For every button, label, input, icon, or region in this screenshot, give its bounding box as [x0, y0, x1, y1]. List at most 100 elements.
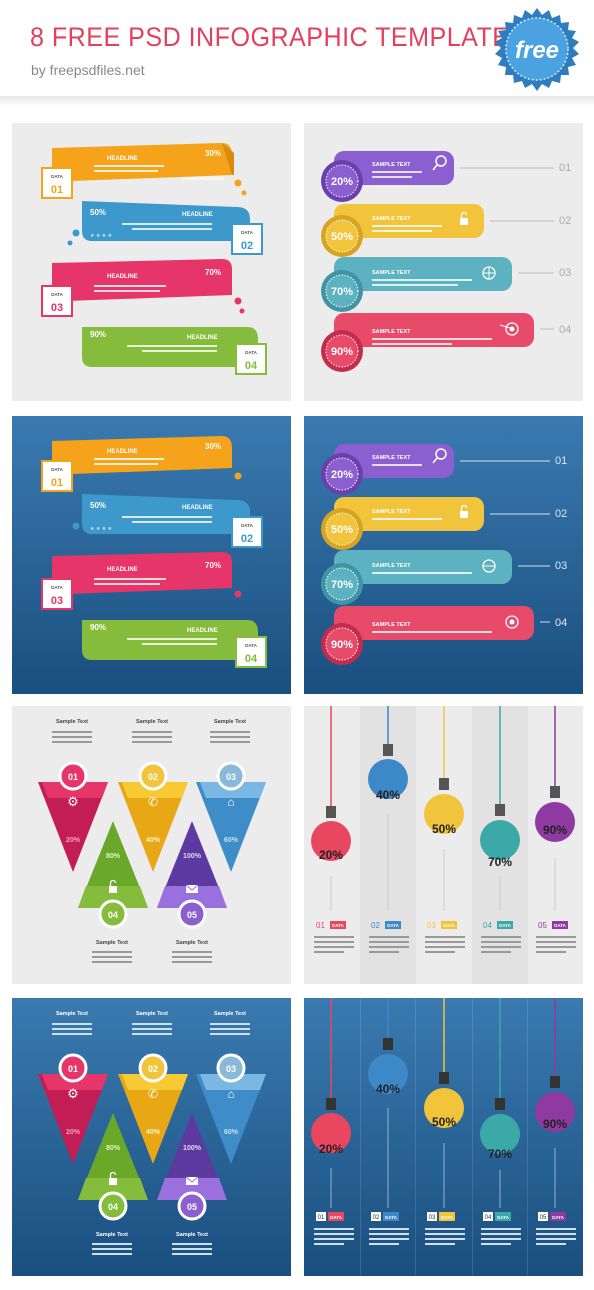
pill-3-number: 03 — [555, 560, 567, 572]
item-5-number: 05 — [187, 910, 197, 920]
bulb-3-percent: 50% — [432, 1115, 456, 1129]
pill-4-percent: 90% — [331, 346, 353, 358]
free-badge: free — [495, 8, 579, 91]
row-1-number: 01 — [51, 184, 63, 196]
pill-1-label: SAMPLE TEXT — [372, 162, 411, 168]
bulb-4-percent: 70% — [488, 855, 512, 869]
triangle-item-1: 01 ⚙ 20% — [38, 1053, 108, 1164]
row-3-percent: 70% — [205, 268, 221, 277]
item-2-number: 02 — [148, 1064, 158, 1074]
row-2-number: 02 — [241, 533, 253, 545]
bulb-1-number: 01 — [316, 921, 325, 930]
sample-text-4: Sample Text — [96, 1232, 128, 1238]
triangle-item-1: 01 ⚙ 20% — [38, 761, 108, 872]
basketball-icon — [482, 266, 496, 280]
pill-3-label: SAMPLE TEXT — [372, 563, 411, 569]
pill-4-label: SAMPLE TEXT — [372, 329, 411, 335]
pill-3-label: SAMPLE TEXT — [372, 270, 411, 276]
phone-icon: ✆ — [148, 1087, 158, 1101]
home-icon: ⌂ — [227, 1087, 234, 1101]
triangle-item-3: 03 ⌂ 60% — [196, 761, 266, 872]
pill-row-4: 04 90% SAMPLE TEXT — [321, 606, 567, 665]
bulb-4-data-label: DATA — [499, 923, 512, 928]
pill-row-4: 04 90% SAMPLE TEXT — [321, 313, 571, 372]
ribbon-infographic-panel-dark: HEADLINE 30% DATA 01 50% HEADLINE ★ ★ ★ … — [12, 416, 291, 694]
lock-icon — [460, 504, 468, 518]
bulb-2-percent: 40% — [376, 1082, 400, 1096]
pill-1-number: 01 — [555, 455, 567, 467]
sample-text-1: Sample Text — [56, 1011, 88, 1017]
pill-row-3: 03 70% SAMPLE TEXT — [321, 257, 571, 312]
pill-1-percent: 20% — [331, 469, 353, 481]
row-3-headline: HEADLINE — [107, 274, 138, 280]
bulb-1-data-label: DATA — [330, 1215, 343, 1220]
row-4-number: 04 — [245, 653, 258, 665]
gear-icon: ⚙ — [67, 1086, 79, 1101]
target-icon — [499, 322, 519, 336]
bulb-2-number: 02 — [373, 1215, 380, 1221]
mail-icon — [185, 1176, 199, 1185]
pill-row-2: 02 50% SAMPLE TEXT — [321, 204, 571, 257]
search-icon — [432, 448, 447, 464]
row-3-number: 03 — [51, 302, 63, 314]
bulb-3-data-label: DATA — [443, 923, 456, 928]
row-1-data-label: DATA — [51, 174, 64, 179]
bulb-2: 40% 02 DATA — [368, 706, 409, 953]
pill-2-percent: 50% — [331, 231, 353, 243]
bulb-1-percent: 20% — [319, 848, 343, 862]
row-1-number: 01 — [51, 477, 63, 489]
bulb-5-percent: 90% — [543, 1117, 567, 1131]
row-4-headline: HEADLINE — [187, 335, 218, 341]
svg-text:★ ★ ★ ★: ★ ★ ★ ★ — [90, 526, 113, 532]
bulb-1-percent: 20% — [319, 1142, 343, 1156]
triangle-item-5: 05 100% — [157, 1113, 227, 1221]
pill-1-number: 01 — [559, 162, 571, 174]
item-1-percent: 20% — [66, 1129, 81, 1136]
ribbon-row-4: 90% HEADLINE DATA 04 — [82, 620, 267, 668]
badge-text: free — [515, 37, 559, 64]
bulb-5-data-label: DATA — [552, 1215, 565, 1220]
sample-text-3: Sample Text — [214, 719, 246, 725]
item-3-number: 03 — [226, 772, 236, 782]
row-4-data-label: DATA — [245, 643, 258, 648]
sample-text-2: Sample Text — [136, 719, 168, 725]
item-4-number: 04 — [108, 910, 118, 920]
bulb-5: 90% 05 DATA — [535, 706, 576, 953]
sample-text-blocks: Sample Text Sample Text Sample Text Samp… — [52, 1011, 250, 1255]
row-2-headline: HEADLINE — [182, 505, 213, 511]
bulb-5-data-label: DATA — [554, 923, 567, 928]
row-4-percent: 90% — [90, 330, 106, 339]
bulb-3-data-label: DATA — [441, 1215, 454, 1220]
bulb-5: 90% 05 DATA — [535, 998, 576, 1245]
bulb-4: 70% 04 DATA — [480, 706, 521, 953]
row-3-number: 03 — [51, 595, 63, 607]
pill-infographic-panel-dark: 01 20% SAMPLE TEXT 02 50% SAMPLE TEXT 03 — [304, 416, 583, 694]
bulb-4-number: 04 — [485, 1215, 492, 1221]
row-3-percent: 70% — [205, 561, 221, 570]
item-1-percent: 20% — [66, 837, 81, 844]
item-4-percent: 80% — [106, 853, 121, 860]
row-3-headline: HEADLINE — [107, 567, 138, 573]
gear-icon: ⚙ — [67, 794, 79, 809]
ribbon-infographic-panel-light: HEADLINE 30% DATA 01 50% HEADLINE ★ ★ ★ … — [12, 123, 291, 401]
pill-row-3: 03 70% SAMPLE TEXT — [321, 550, 567, 605]
page-subtitle: by freepsdfiles.net — [31, 62, 145, 78]
bulb-infographic-panel-dark: 20% 01 DATA 40% 02 DATA 50% — [304, 998, 583, 1276]
triangle-infographic-panel-dark: Sample Text Sample Text Sample Text Samp… — [12, 998, 291, 1276]
row-1-headline: HEADLINE — [107, 156, 138, 162]
item-3-number: 03 — [226, 1064, 236, 1074]
basketball-icon — [482, 559, 496, 573]
pill-4-percent: 90% — [331, 639, 353, 651]
row-2-data-label: DATA — [241, 523, 254, 528]
triangle-item-2: 02 ✆ 40% — [118, 761, 188, 872]
item-4-number: 04 — [108, 1202, 118, 1212]
home-icon: ⌂ — [227, 795, 234, 809]
item-5-percent: 100% — [183, 1145, 202, 1152]
bulb-3: 50% 03 DATA — [424, 706, 465, 953]
triangle-item-5: 05 100% — [157, 821, 227, 929]
bulb-3-number: 03 — [427, 921, 436, 930]
bulb-2-percent: 40% — [376, 788, 400, 802]
ribbon-row-1: HEADLINE 30% DATA 01 — [41, 436, 242, 492]
search-icon — [432, 155, 447, 171]
page-header: 8 FREE PSD INFOGRAPHIC TEMPLATES by free… — [0, 0, 594, 100]
